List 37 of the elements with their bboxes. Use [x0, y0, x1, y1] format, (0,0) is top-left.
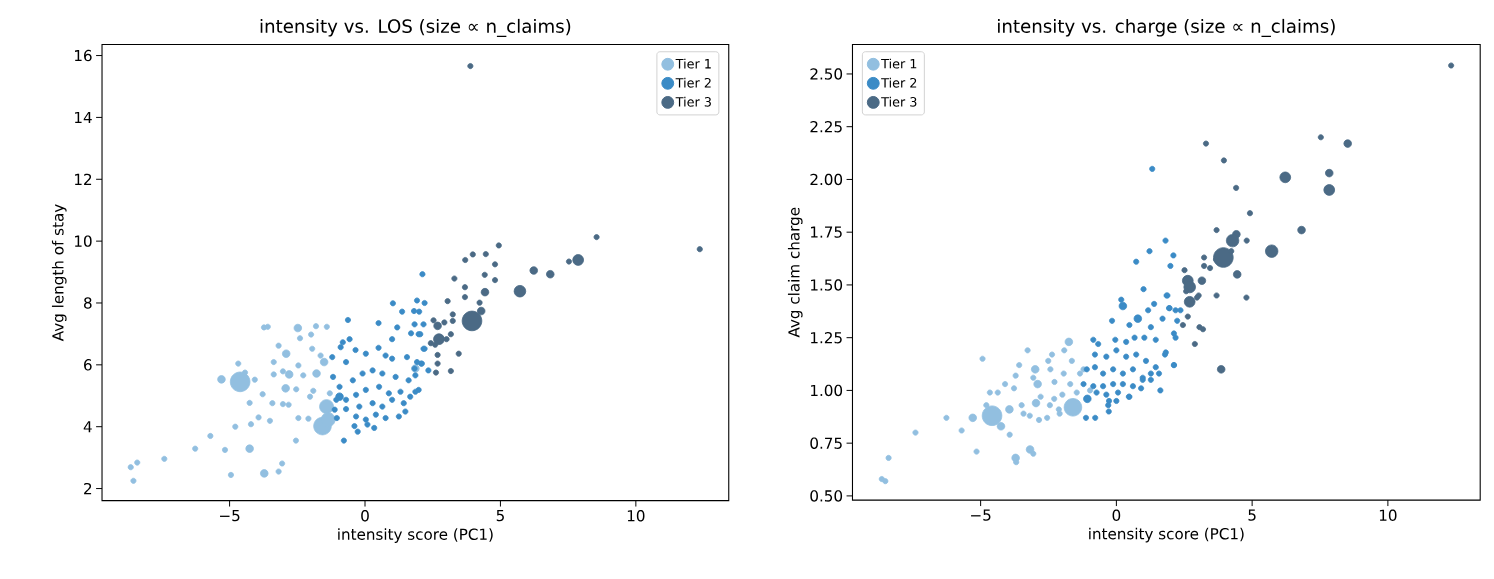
y-tick-label: 14 [75, 112, 92, 124]
y-tick-label: 6 [84, 359, 92, 371]
y-tick-label: 1.75 [811, 226, 842, 239]
x-tick-label: −5 [971, 509, 991, 521]
x-tick-label: −5 [220, 510, 240, 522]
legend-label: Tier 1 [881, 58, 917, 69]
chart-title: intensity vs. charge (size ∝ n_claims) [998, 19, 1335, 38]
y-axis-title: Avg length of stay [51, 204, 67, 342]
y-tick-label: 2.50 [810, 68, 843, 80]
x-axis-title: intensity score (PC1) [1089, 527, 1244, 543]
y-tick-label: 8 [84, 297, 92, 309]
y-tick-label: 1.25 [811, 332, 842, 344]
x-tick-label: 0 [1112, 509, 1121, 522]
y-tick-label: 2.25 [810, 121, 842, 133]
y-tick-label: 16 [75, 50, 92, 62]
x-tick-label: 5 [496, 510, 504, 522]
y-tick-label: 2 [84, 483, 92, 495]
y-tick-label: 12 [75, 173, 92, 186]
y-tick-label: 0.50 [810, 490, 843, 502]
legend-label: Tier 3 [675, 97, 711, 107]
x-tick-label: 10 [1379, 509, 1397, 522]
x-tick-label: 10 [627, 510, 645, 522]
y-tick-label: 0.75 [810, 437, 842, 450]
y-axis-title: Avg claim charge [787, 207, 803, 338]
y-tick-label: 1.00 [811, 384, 843, 397]
legend-label: Tier 3 [881, 96, 917, 107]
x-tick-label: 0 [361, 510, 369, 522]
legend-label: Tier 1 [675, 58, 711, 69]
y-tick-label: 10 [75, 235, 92, 248]
chart-title: intensity vs. LOS (size ∝ n_claims) [260, 19, 571, 38]
legend-label: Tier 2 [881, 77, 917, 88]
legend-label: Tier 2 [675, 77, 711, 88]
y-tick-label: 2.00 [810, 173, 843, 186]
y-tick-label: 4 [83, 421, 92, 433]
x-axis-title: intensity score (PC1) [338, 528, 493, 544]
y-tick-label: 1.50 [811, 279, 843, 291]
x-tick-label: 5 [1248, 509, 1256, 521]
